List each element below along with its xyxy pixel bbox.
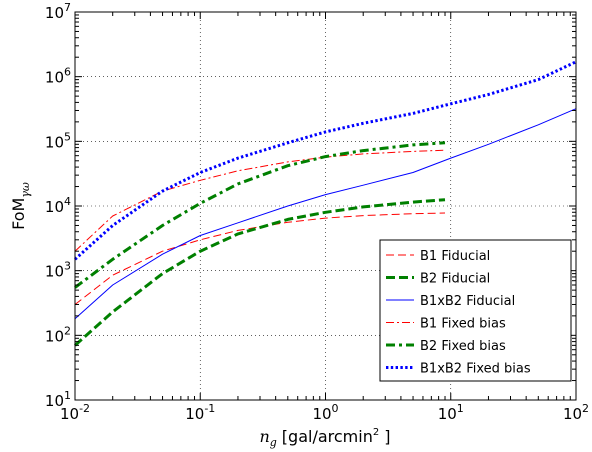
- y-axis-label: FoMγω: [9, 182, 32, 230]
- x-axis-label: ng [gal/arcmin2 ]: [259, 427, 390, 449]
- x-tick-labels: 10-2 10-1 100 101 102: [60, 402, 589, 423]
- axis-ticks: [74, 11, 577, 401]
- x-tick-label: 102: [563, 402, 589, 423]
- series-line-1: [74, 198, 446, 347]
- legend-label-5: B1xB2 Fixed bias: [420, 362, 531, 377]
- series-line-3: [74, 149, 446, 252]
- y-tick-label: 107: [45, 1, 71, 22]
- legend-label-0: B1 Fiducial: [420, 249, 490, 264]
- legend-label-2: B1xB2 Fiducial: [420, 294, 515, 309]
- legend-label-1: B2 Fiducial: [420, 272, 490, 287]
- x-tick-label: 100: [312, 402, 338, 423]
- y-tick-label: 104: [45, 195, 71, 216]
- legend-box: [379, 239, 572, 382]
- series-line-5: [73, 60, 577, 261]
- legend: B1 Fiducial B2 Fiducial B1xB2 Fiducial B1 F…: [379, 239, 572, 382]
- legend-label-3: B1 Fixed bias: [420, 317, 506, 332]
- y-tick-label: 106: [45, 66, 71, 87]
- y-tick-labels: 101 102 103 104 105 106 107: [45, 1, 71, 410]
- x-tick-label: 101: [438, 402, 464, 423]
- y-tick-label: 103: [45, 260, 71, 281]
- series-line-2: [74, 108, 577, 320]
- y-tick-label: 105: [45, 130, 71, 151]
- legend-label-4: B2 Fixed bias: [420, 339, 506, 354]
- y-tick-label: 101: [45, 389, 71, 410]
- x-tick-label: 10-1: [185, 402, 215, 423]
- series-line-4: [74, 141, 446, 289]
- y-tick-label: 102: [45, 324, 71, 345]
- series-lines: [73, 60, 577, 347]
- x-tick-label: 10-2: [60, 402, 90, 423]
